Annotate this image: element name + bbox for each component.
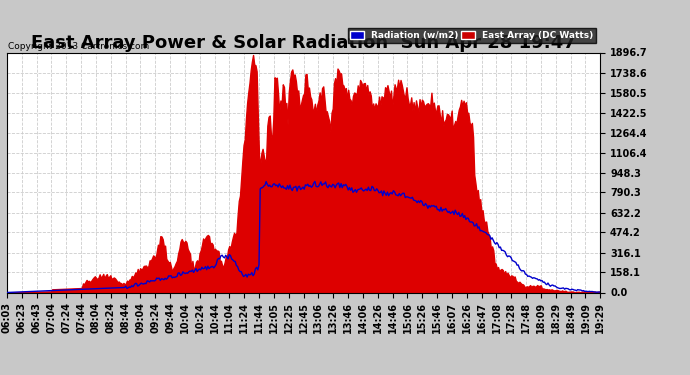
Legend: Radiation (w/m2), East Array (DC Watts): Radiation (w/m2), East Array (DC Watts)	[348, 28, 595, 43]
Text: Copyright 2013 Cartronics.com: Copyright 2013 Cartronics.com	[8, 42, 149, 51]
Title: East Array Power & Solar Radiation  Sun Apr 28 19:47: East Array Power & Solar Radiation Sun A…	[31, 34, 576, 53]
